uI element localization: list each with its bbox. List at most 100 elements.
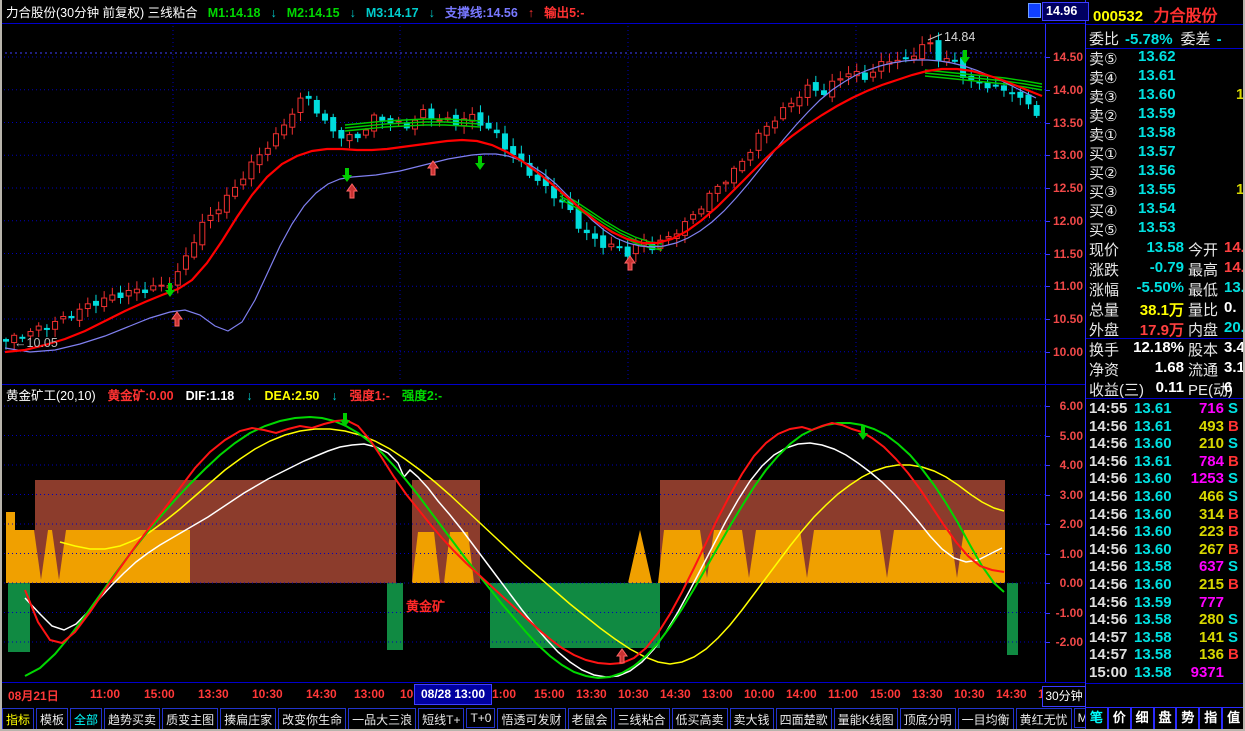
tick-volume: 280	[1198, 611, 1224, 629]
toolbar-button-指标[interactable]: 指标	[2, 708, 35, 731]
toolbar-button-四面楚歌[interactable]: 四面楚歌	[775, 708, 832, 731]
toolbar-button-改变你生命[interactable]: 改变你生命	[278, 708, 347, 731]
stat-row: 总量 38.1万 量比 0.	[1086, 299, 1245, 320]
time-axis-label: 10:30	[252, 687, 283, 701]
chart-canvas[interactable]	[0, 0, 1045, 731]
tick-volume: 637	[1198, 558, 1224, 576]
sell-signal-arrow-icon	[165, 283, 175, 297]
toolbar-button-量能K线图[interactable]: 量能K线图	[833, 708, 898, 731]
toolbar-button-低买高卖[interactable]: 低买高卖	[671, 708, 728, 731]
tick-row: 14:57 13.58 136 B	[1086, 646, 1245, 664]
toolbar-button-三线粘合[interactable]: 三线粘合	[613, 708, 670, 731]
stat-value: 13.58	[1146, 239, 1184, 256]
toolbar-button-老鼠会[interactable]: 老鼠会	[567, 708, 612, 731]
tick-time: 14:56	[1089, 417, 1128, 435]
tab-价[interactable]: 价	[1107, 707, 1131, 731]
toolbar-button-顶底分明[interactable]: 顶底分明	[899, 708, 956, 731]
trend-arrow-icon: ↓	[270, 6, 277, 20]
time-axis[interactable]: 08/28 13:00 08月21日 11:00 15:00 13:30 10:30 14…	[0, 682, 1042, 707]
tick-side: S	[1228, 628, 1239, 646]
tick-price: 13.60	[1134, 488, 1172, 505]
tick-time: 14:56	[1089, 452, 1128, 470]
period-box[interactable]: 30分钟	[1042, 686, 1086, 707]
stat-value: 0.11	[1155, 379, 1184, 396]
high-price-label: 14.84	[944, 30, 976, 44]
stat-label: 换手	[1089, 342, 1120, 359]
toolbar-button-悟透可发财[interactable]: 悟透可发财	[497, 708, 566, 731]
stat-value: 6	[1224, 379, 1233, 396]
title-value: M1:14.18 ↓	[207, 6, 277, 20]
stat-label: 收益(三)	[1089, 382, 1144, 399]
level-price: 13.60	[1138, 86, 1176, 103]
stat-value: 14.	[1224, 259, 1245, 276]
toolbar-button-卖大钱[interactable]: 卖大钱	[729, 708, 774, 731]
title-value: M2:14.15 ↓	[286, 6, 356, 20]
y-axis-label: -1.00	[1055, 605, 1083, 620]
level-label: 买②	[1089, 165, 1118, 182]
chart-icon[interactable]	[1028, 3, 1041, 18]
toolbar-button-一目均衡[interactable]: 一目均衡	[957, 708, 1014, 731]
tab-指[interactable]: 指	[1199, 707, 1223, 731]
title-value: 输出5:-	[544, 6, 585, 20]
y-axis-tick	[1046, 351, 1050, 353]
tick-volume: 141	[1198, 628, 1224, 646]
tick-price: 13.58	[1134, 558, 1172, 576]
time-axis-label: 11:00	[828, 687, 859, 701]
tick-time: 14:56	[1089, 611, 1128, 629]
tab-细[interactable]: 细	[1130, 707, 1154, 731]
trend-arrow-icon: ↓	[428, 6, 435, 20]
tick-time: 14:56	[1089, 435, 1128, 453]
tick-time: 14:56	[1089, 505, 1128, 523]
divider	[1086, 398, 1245, 399]
sell-signal-arrow-icon	[960, 50, 970, 64]
toolbar-button-全部[interactable]: 全部	[70, 708, 103, 731]
window-frame-right	[1243, 0, 1245, 731]
toolbar-button-T+0[interactable]: T+0	[466, 708, 496, 728]
y-axis-tick	[1046, 220, 1050, 222]
toolbar-button-揍扁庄家[interactable]: 揍扁庄家	[220, 708, 277, 731]
main-y-axis: 14.50 14.00 13.50 13.00 12.50 12.00 11.50 11.00…	[1045, 24, 1086, 384]
time-axis-label: 10:30	[618, 687, 649, 701]
toolbar-button-短线T+[interactable]: 短线T+	[418, 708, 465, 731]
tick-row: 14:56 13.60 314 B	[1086, 506, 1245, 524]
main-indicator-values: M1:14.18 ↓ M2:14.15 ↓ M3:14.17 ↓ 支撑线:14.56 ↑ 输出5…	[198, 2, 585, 21]
toolbar-button-模板[interactable]: 模板	[36, 708, 69, 731]
level-price: 13.58	[1138, 124, 1176, 141]
tick-time: 14:56	[1089, 576, 1128, 593]
time-axis-label: 13:30	[198, 687, 229, 701]
tick-price: 13.60	[1134, 523, 1172, 541]
sell-signal-arrow-icon	[342, 168, 352, 182]
buy-signal-arrow-icon	[624, 255, 636, 271]
toolbar-button-黄红无忧[interactable]: 黄红无忧	[1015, 708, 1072, 731]
toolbar-button-质变主图[interactable]: 质变主图	[162, 708, 219, 731]
tick-volume: 9371	[1190, 664, 1224, 681]
stat-label: 总量	[1089, 302, 1120, 319]
buy-signal-arrow-icon	[346, 183, 358, 199]
tick-time: 14:56	[1089, 540, 1128, 558]
trend-arrow-icon: ↓	[246, 389, 253, 403]
indicator-title-bar: 黄金矿工(20,10) 黄金矿:0.00 DIF:1.18 ↓ DEA:2.50 ↓ 强度…	[0, 385, 1045, 404]
toolbar-button-一品大三浪[interactable]: 一品大三浪	[348, 708, 417, 731]
level-label: 买⑤	[1089, 222, 1118, 239]
current-price-box: 14.96	[1042, 2, 1089, 21]
time-axis-label: 15:00	[870, 687, 901, 701]
y-axis-label: 5.00	[1059, 428, 1083, 443]
y-axis-label: 10.50	[1052, 312, 1083, 326]
tick-row: 14:56 13.58 637 S	[1086, 558, 1245, 576]
tick-volume: 1253	[1190, 470, 1224, 488]
tick-row: 14:56 13.58 280 S	[1086, 611, 1245, 629]
tick-volume: 215	[1198, 576, 1224, 593]
tick-time: 14:57	[1089, 628, 1128, 646]
tab-势[interactable]: 势	[1176, 707, 1200, 731]
toolbar-button-趋势买卖[interactable]: 趋势买卖	[104, 708, 161, 731]
stat-value: 14.	[1224, 239, 1245, 256]
stat-value: 1.68	[1154, 359, 1184, 376]
tab-值[interactable]: 值	[1222, 707, 1245, 731]
y-axis-tick	[1046, 406, 1050, 407]
level-label: 卖④	[1089, 70, 1118, 87]
tab-盘[interactable]: 盘	[1153, 707, 1177, 731]
tick-side: B	[1228, 417, 1239, 435]
tick-row: 14:55 13.61 716 S	[1086, 400, 1245, 418]
tab-笔[interactable]: 笔	[1085, 707, 1108, 731]
window-frame-bottom	[0, 729, 1245, 731]
